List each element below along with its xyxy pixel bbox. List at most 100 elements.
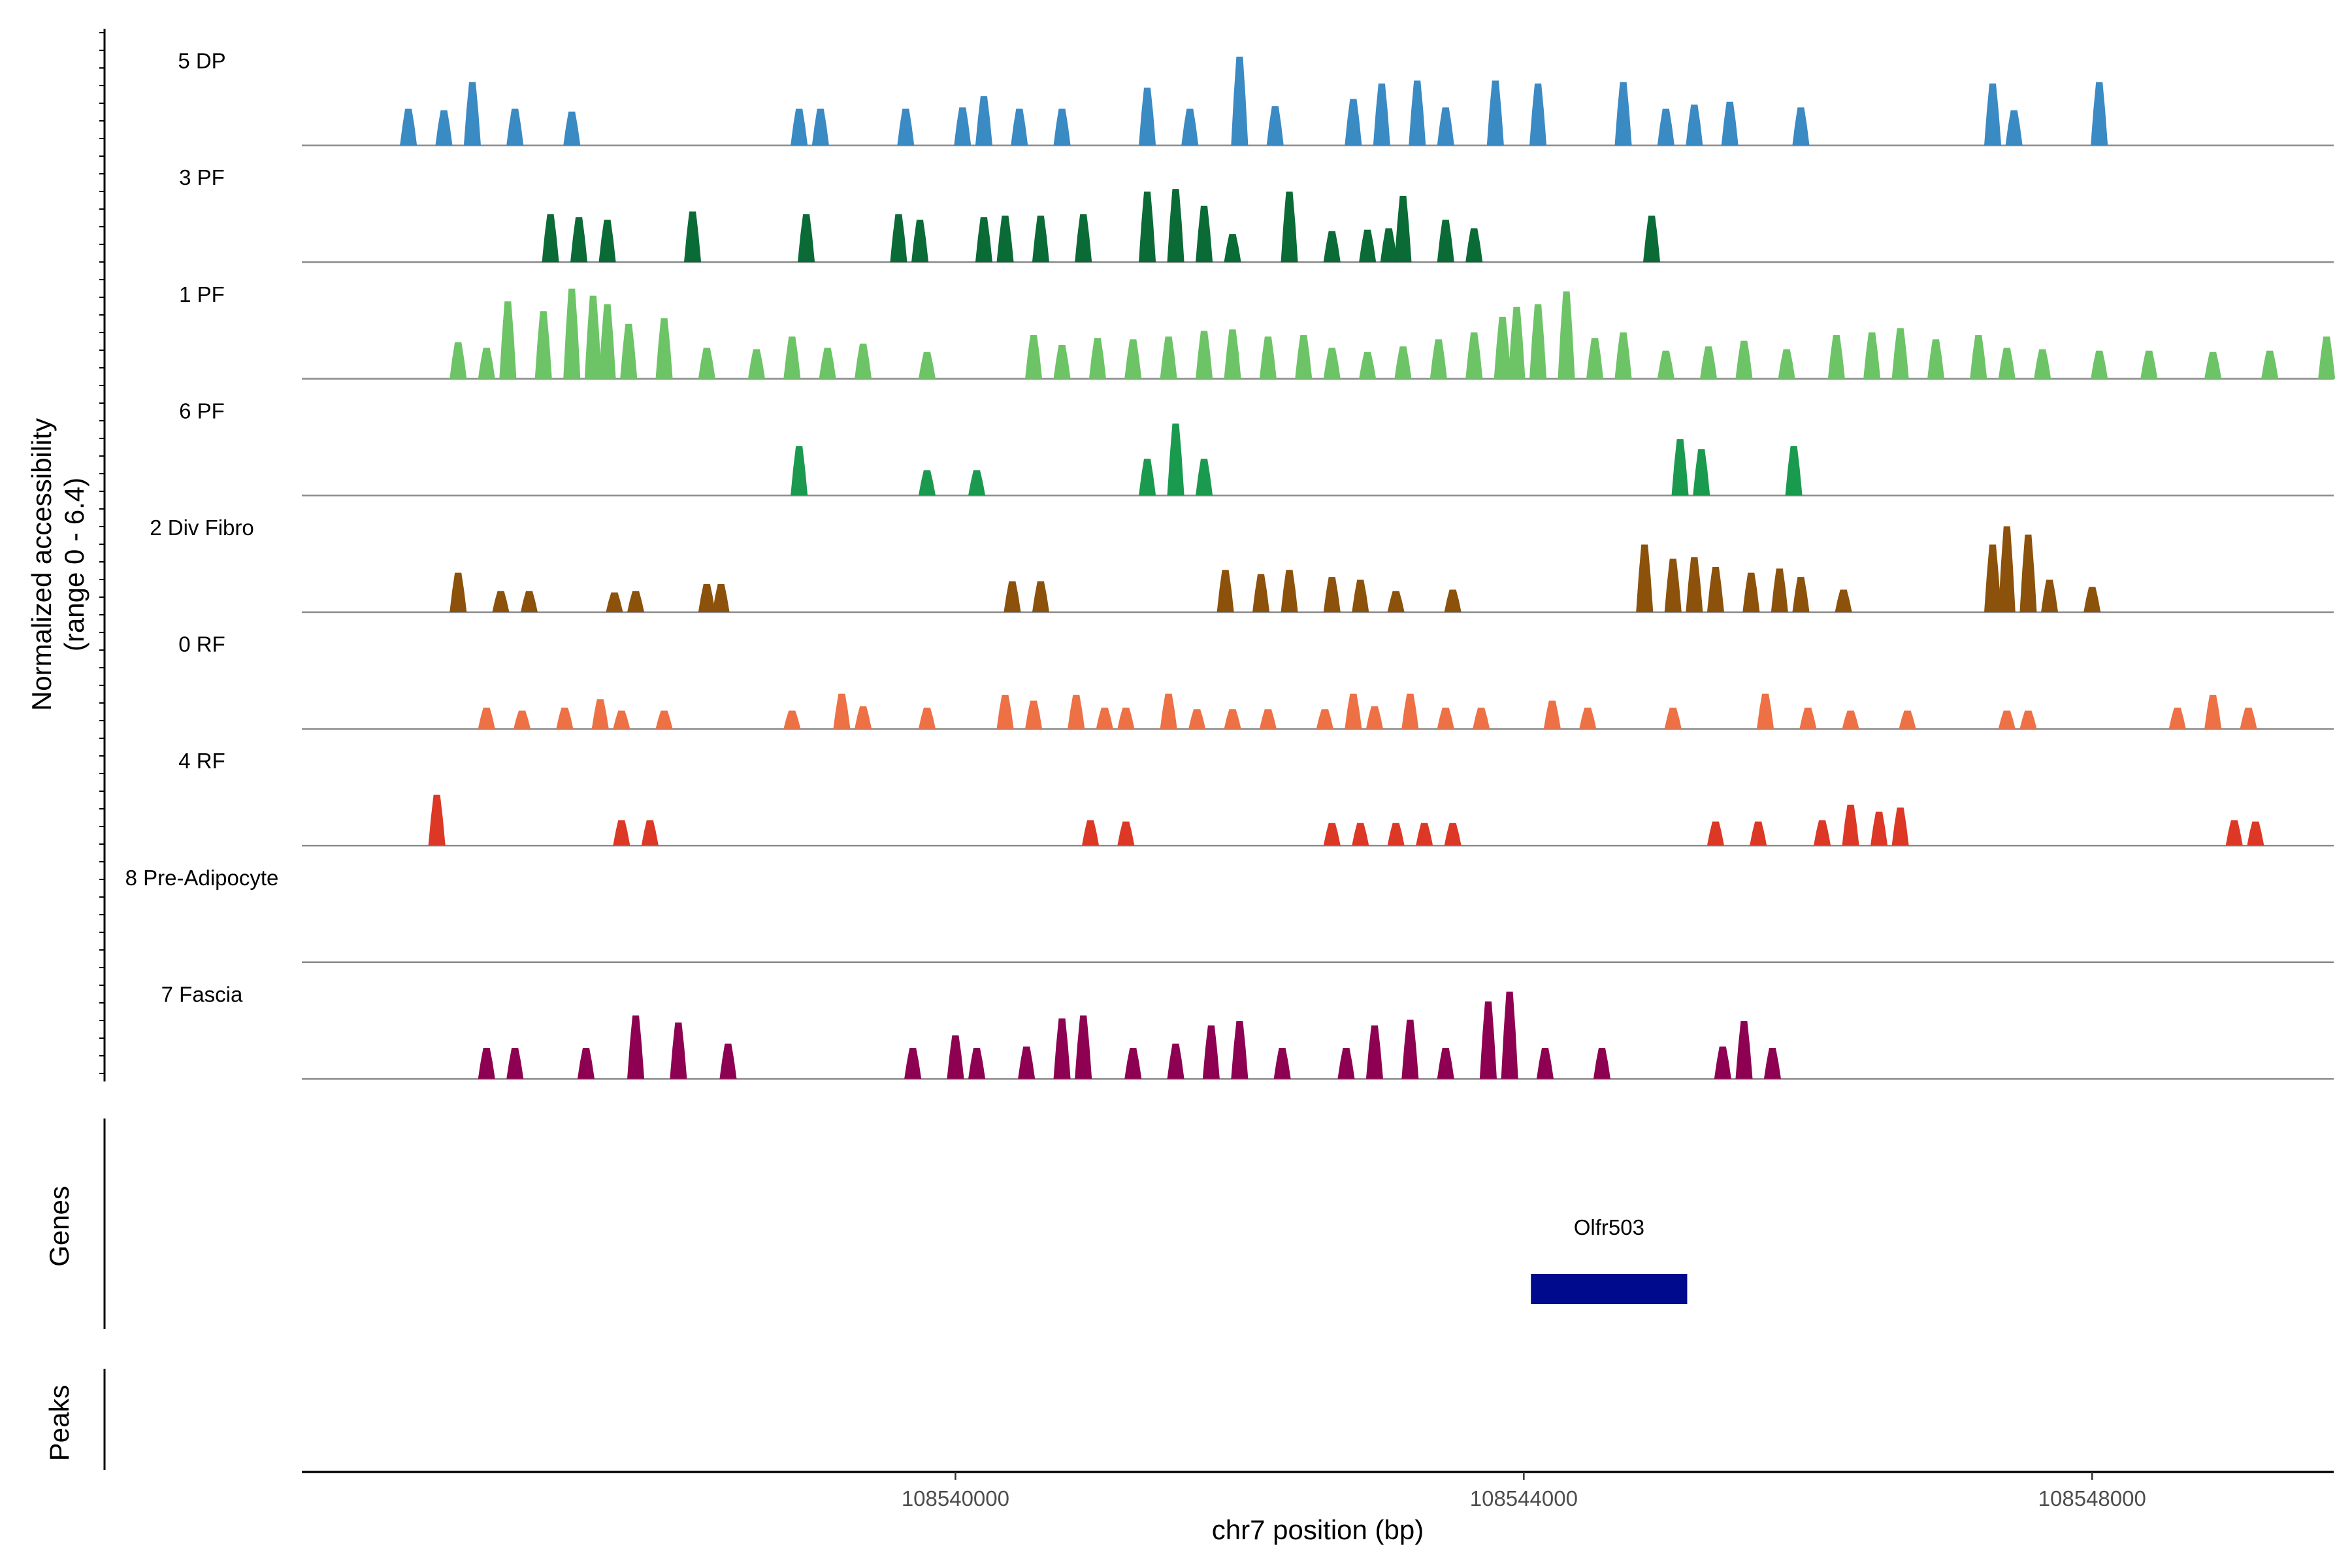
coverage-peak [1011, 108, 1028, 146]
coverage-peak [1281, 570, 1298, 612]
gene-body-olfr503 [1531, 1274, 1688, 1304]
coverage-peak [1437, 107, 1454, 146]
coverage-peak [563, 111, 581, 146]
coverage-peak [449, 342, 467, 379]
coverage-peak [1870, 811, 1888, 846]
coverage-peak [463, 82, 481, 146]
track-label: 6 PF [179, 399, 225, 423]
track-label: 0 RF [178, 632, 225, 657]
coverage-peak [855, 706, 872, 729]
coverage-peak [783, 710, 801, 729]
coverage-peak [534, 311, 552, 379]
coverage-peak [1657, 350, 1674, 379]
coverage-peak [428, 794, 446, 846]
y-axis-label-line2: (range 0 - 6.4) [59, 478, 90, 651]
coverage-peak [1778, 349, 1795, 379]
coverage-peak [975, 217, 992, 263]
coverage-peak [1352, 580, 1369, 612]
coverage-peak [1139, 459, 1156, 496]
coverage-peak [1365, 1025, 1383, 1079]
coverage-peak [1281, 191, 1298, 263]
coverage-peak [1088, 338, 1106, 379]
coverage-peak [1643, 216, 1661, 263]
coverage-peak [1735, 1021, 1753, 1079]
track-label: 2 Div Fibro [150, 515, 254, 540]
coverage-peak [1196, 331, 1213, 379]
coverage-peak [1757, 693, 1774, 729]
coverage-peak [542, 214, 559, 263]
coverage-peak [897, 108, 915, 146]
coverage-peak [1827, 335, 1845, 379]
coverage-peak [1614, 332, 1632, 379]
coverage-peak [1323, 577, 1341, 612]
coverage-peak [819, 348, 836, 379]
coverage-peak [1664, 559, 1682, 612]
track-2-div-fibro: 2 Div Fibro [150, 515, 2334, 613]
coverage-peak [1465, 228, 1483, 263]
coverage-peak [2140, 350, 2158, 379]
coverage-peak [783, 336, 801, 379]
coverage-peak [2204, 694, 2222, 729]
coverage-peak [1863, 332, 1881, 379]
track-6-pf: 6 PF [179, 399, 2334, 497]
coverage-peak [1231, 56, 1249, 146]
coverage-peak [514, 710, 531, 729]
coverage-peak [1124, 1048, 1142, 1079]
coverage-peak [1167, 423, 1184, 496]
coverage-peak [1295, 335, 1313, 379]
coverage-peak [1075, 214, 1092, 263]
gene-track-label: Genes [44, 1186, 74, 1267]
coverage-peak [1259, 336, 1277, 379]
coverage-peak [1763, 1048, 1781, 1079]
coverage-peak [2005, 110, 2023, 146]
coverage-peak [1004, 581, 1021, 612]
coverage-peak [1543, 700, 1561, 729]
coverage-peak [2261, 350, 2279, 379]
coverage-peak [1686, 105, 1703, 146]
track-4-rf: 4 RF [178, 749, 2334, 847]
coverage-peak [911, 220, 929, 263]
coverage-peak [1465, 332, 1483, 379]
gene-name-olfr503: Olfr503 [1574, 1215, 1644, 1239]
coverage-peak [1167, 189, 1184, 263]
coverage-peak [1529, 83, 1547, 146]
coverage-peak [570, 217, 588, 263]
coverage-peak [478, 1048, 495, 1079]
coverage-peak [1387, 823, 1405, 846]
coverage-peak [2019, 710, 2037, 729]
coverage-peak [1437, 1048, 1454, 1079]
coverage-peak [719, 1043, 737, 1079]
coverage-peak [1785, 446, 1803, 496]
coverage-peak [1053, 1018, 1071, 1079]
coverage-peak [947, 1035, 964, 1079]
coverage-peak [1401, 1019, 1419, 1079]
coverage-peak [591, 699, 609, 729]
x-axis-title: chr7 position (bp) [1212, 1514, 1424, 1545]
coverage-peak [791, 446, 808, 496]
coverage-peak [2091, 82, 2108, 146]
coverage-peak [1614, 82, 1632, 146]
coverage-peak [1096, 708, 1113, 729]
coverage-tracks: 5 DP 3 PF 1 PF 6 PF 2 Div Fibro 0 RF 4 RF 8 Pre… [99, 29, 2336, 1082]
coverage-peak [996, 694, 1014, 729]
coverage-peak [968, 1048, 986, 1079]
coverage-peak [1139, 88, 1156, 146]
coverage-peak [1579, 708, 1597, 729]
coverage-peak [1345, 99, 1362, 146]
coverage-peak [1636, 544, 1654, 612]
y-axis-label-line1: Normalized accessibility [26, 418, 57, 711]
track-1-pf: 1 PF [179, 282, 2336, 380]
coverage-peak [1394, 195, 1412, 263]
coverage-peak [1231, 1021, 1249, 1079]
coverage-peak [1437, 220, 1454, 263]
coverage-peak [1586, 338, 1604, 379]
peaks-track-label: Peaks [44, 1385, 74, 1462]
coverage-peak [954, 107, 972, 146]
coverage-peak [1117, 708, 1135, 729]
coverage-peak [1117, 821, 1135, 846]
coverage-peak [1266, 106, 1284, 146]
gene-track: Olfr503 [103, 1119, 1688, 1329]
coverage-peak [577, 1048, 595, 1079]
coverage-peak [478, 708, 495, 729]
coverage-peak [655, 318, 673, 379]
